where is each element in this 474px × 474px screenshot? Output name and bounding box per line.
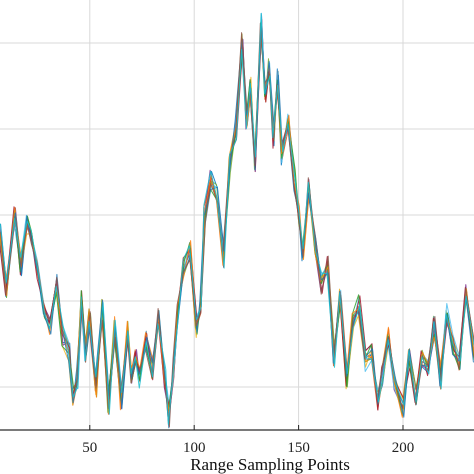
plot-frame xyxy=(0,429,474,431)
x-axis-title: Range Sampling Points xyxy=(190,455,350,474)
x-tick-label: 150 xyxy=(287,440,310,456)
x-tick-label: 50 xyxy=(82,440,97,456)
x-tick-label: 100 xyxy=(183,440,206,456)
series-line xyxy=(0,13,474,425)
series-line xyxy=(0,22,474,428)
x-tick-labels: 50 100 150 200 xyxy=(82,425,414,456)
series-group xyxy=(0,12,474,429)
x-tick-label: 200 xyxy=(392,440,415,456)
grid xyxy=(0,0,474,430)
